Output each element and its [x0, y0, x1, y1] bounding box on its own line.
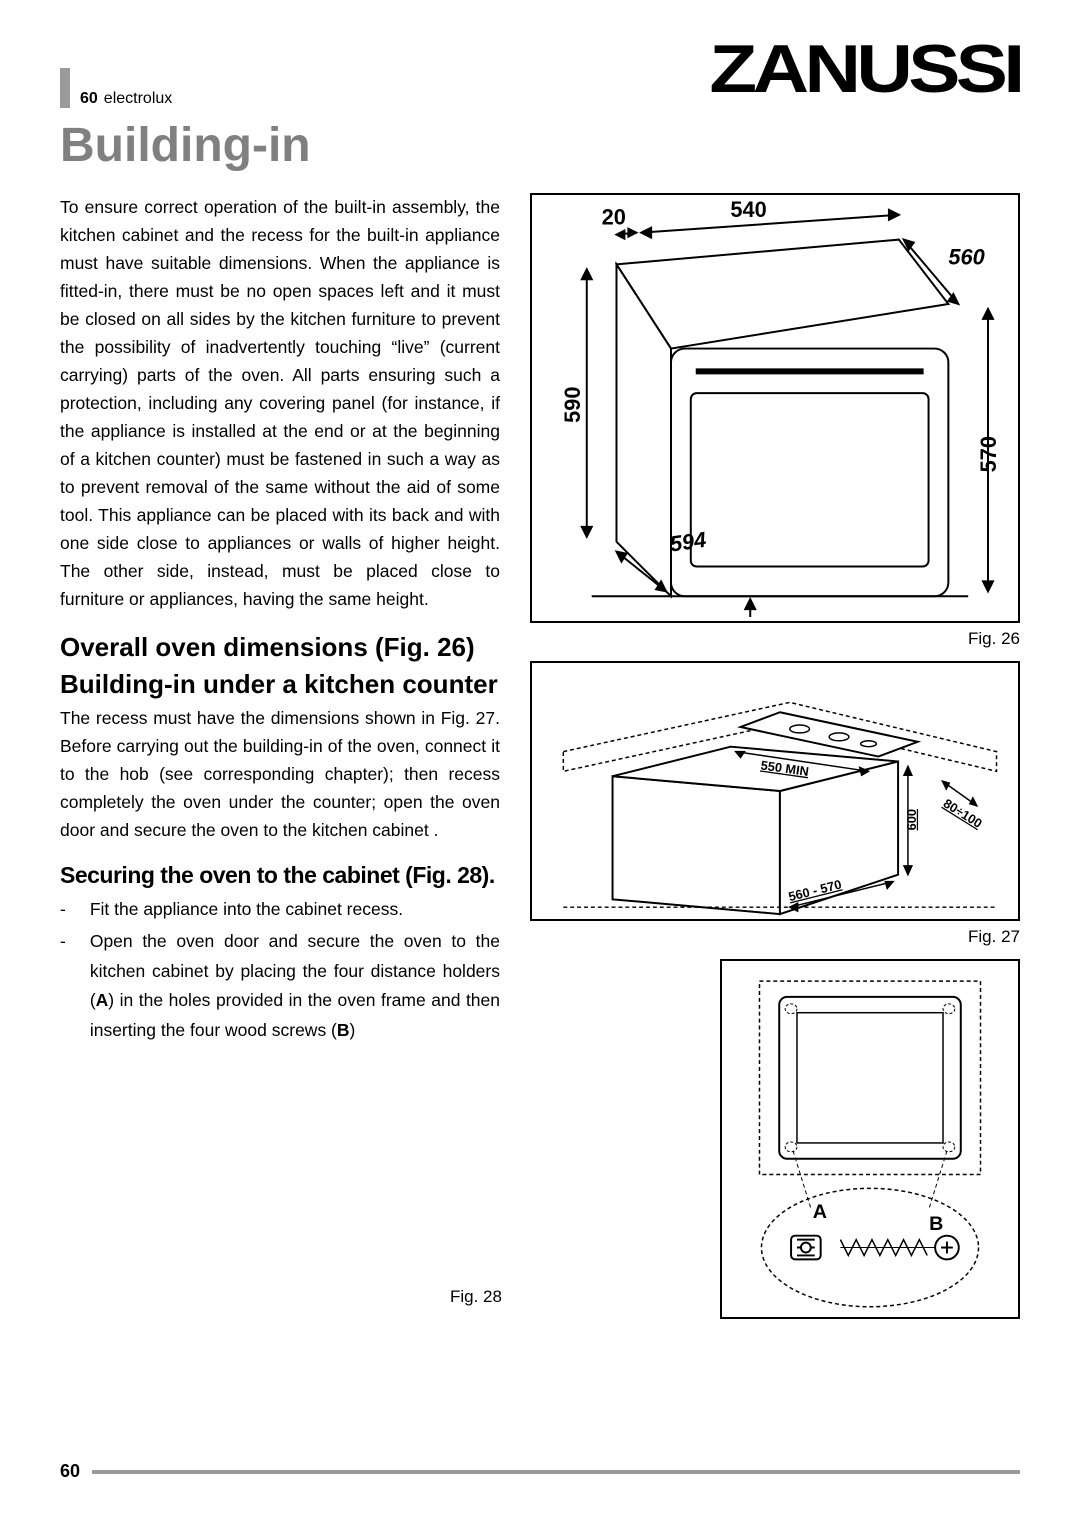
header-left: 60 electrolux [60, 68, 172, 108]
figure-28-diagram: A B [722, 961, 1018, 1317]
dim-560: 560 [948, 244, 984, 269]
accent-bar [60, 68, 70, 108]
subtitle-building-in: Building-in under a kitchen counter [60, 668, 500, 701]
intro-paragraph: To ensure correct operation of the built… [60, 193, 500, 613]
figure-27-diagram: 550 MIN 600 560 - 570 80÷100 [532, 663, 1018, 919]
figure-27-caption: Fig. 27 [530, 927, 1020, 947]
dim-600: 600 [904, 809, 919, 830]
figure-26: 20 540 560 590 [530, 193, 1020, 623]
list-item: - Open the oven door and secure the oven… [60, 927, 500, 1046]
figure-26-caption: Fig. 26 [530, 629, 1020, 649]
brand-electrolux: electrolux [104, 90, 172, 108]
figure-28-caption: Fig. 28 [450, 1287, 502, 1307]
right-column: 20 540 560 590 [530, 193, 1020, 1319]
list-item: - Fit the appliance into the cabinet rec… [60, 895, 500, 925]
dim-80-100: 80÷100 [941, 796, 985, 831]
figure-28-wrap: A B Fig. 28 [530, 959, 1020, 1319]
dim-540: 540 [730, 197, 766, 222]
figure-27: 550 MIN 600 560 - 570 80÷100 [530, 661, 1020, 921]
dim-594: 594 [668, 527, 707, 557]
subtitle-dimensions: Overall oven dimensions (Fig. 26) [60, 631, 500, 664]
page-header: 60 electrolux ZANUSSI [60, 30, 1020, 108]
list-text: Open the oven door and secure the oven t… [90, 927, 500, 1046]
figure-26-diagram: 20 540 560 590 [532, 195, 1018, 621]
page-footer: 60 [60, 1461, 1020, 1482]
instruction-list: - Fit the appliance into the cabinet rec… [60, 895, 500, 1046]
dim-590: 590 [560, 387, 585, 423]
page-number-top: 60 [80, 90, 98, 108]
list-text: Fit the appliance into the cabinet reces… [90, 895, 403, 925]
left-column: To ensure correct operation of the built… [60, 193, 500, 1319]
dim-20: 20 [602, 205, 626, 230]
footer-page-number: 60 [60, 1461, 80, 1482]
list-dash: - [60, 895, 66, 925]
page-title: Building-in [60, 118, 1020, 173]
content-columns: To ensure correct operation of the built… [60, 193, 1020, 1319]
subtitle-securing: Securing the oven to the cabinet (Fig. 2… [60, 862, 500, 889]
label-b: B [929, 1213, 943, 1235]
figure-28: A B [720, 959, 1020, 1319]
para-recess: The recess must have the dimensions show… [60, 704, 500, 844]
footer-rule [92, 1470, 1020, 1474]
dim-570: 570 [976, 436, 1001, 472]
list-dash: - [60, 927, 66, 1046]
brand-zanussi-logo: ZANUSSI [709, 30, 1020, 108]
label-a: A [813, 1201, 827, 1223]
